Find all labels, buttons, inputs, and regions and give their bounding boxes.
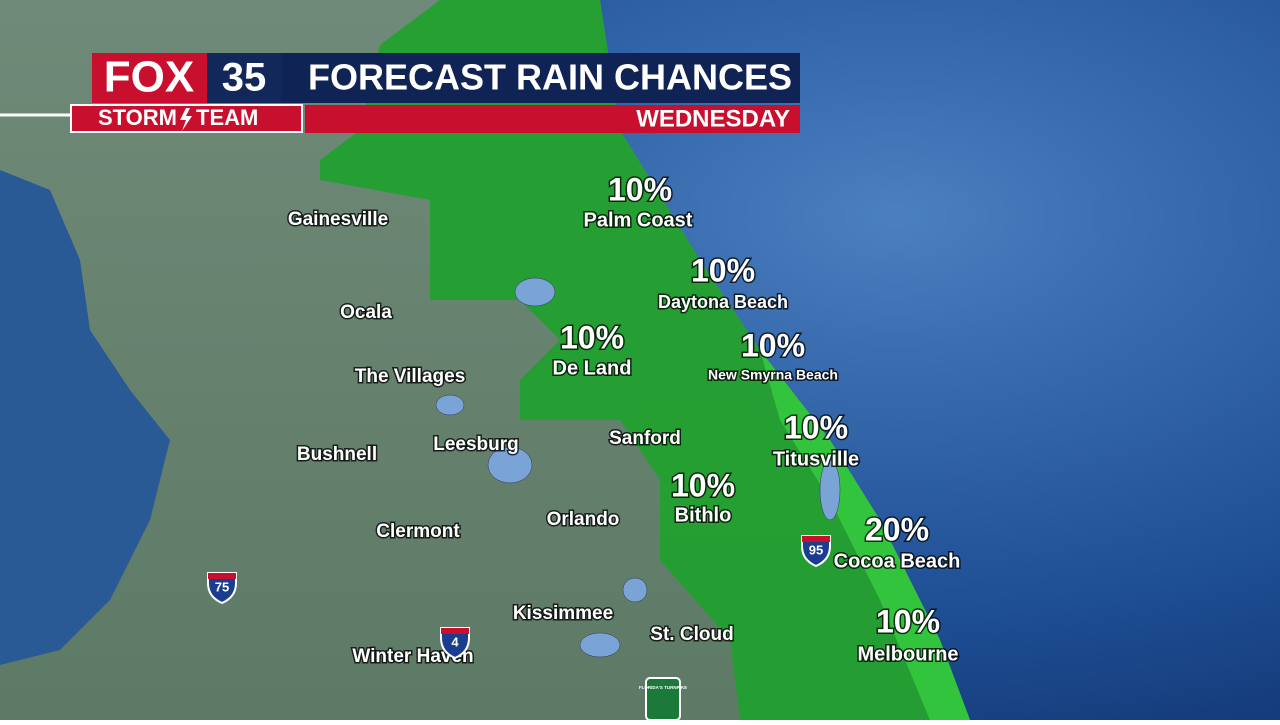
- interstate-shield: [207, 572, 237, 605]
- shield-top: [802, 536, 830, 542]
- day-bar: [305, 105, 800, 133]
- day: WEDNESDAY: [636, 105, 790, 132]
- forecast-city: Bithlo: [675, 504, 732, 526]
- city-label: St. Cloud: [650, 624, 733, 645]
- shield-number: 95: [809, 542, 823, 557]
- rain-chance: 10%: [691, 252, 755, 288]
- city-label: Clermont: [376, 521, 460, 542]
- shield-number: 75: [215, 579, 229, 594]
- logo-box: [92, 53, 207, 103]
- rain-chance: 10%: [784, 409, 848, 445]
- city-label: Gainesville: [288, 209, 388, 230]
- city-label: Ocala: [340, 302, 392, 323]
- forecast-city: Palm Coast: [584, 209, 693, 231]
- forecast-city: Cocoa Beach: [834, 550, 961, 572]
- forecast-city: Titusville: [773, 448, 859, 470]
- lakes: [435, 277, 841, 658]
- rain-chance: 20%: [865, 511, 929, 547]
- channel-box: [207, 53, 282, 103]
- city-label: Leesburg: [433, 434, 519, 455]
- rain-chance: 10%: [671, 467, 735, 503]
- turnpike-label: FLORIDA'S TURNPIKE: [639, 685, 687, 690]
- team-left: STORM: [98, 105, 177, 130]
- channel: 35: [222, 56, 267, 100]
- team-right: TEAM: [196, 105, 258, 130]
- bolt-icon: [180, 108, 192, 131]
- rain-chance: 10%: [876, 603, 940, 639]
- city-label: Kissimmee: [513, 603, 613, 624]
- title-bar: [282, 53, 800, 103]
- shield-top: [441, 628, 469, 634]
- forecast-city: Melbourne: [857, 643, 958, 665]
- forecast-city: De Land: [553, 357, 632, 379]
- city-label: Sanford: [609, 428, 681, 449]
- rain-chance: 10%: [608, 171, 672, 207]
- gulf: [0, 170, 170, 665]
- forecast-city: Daytona Beach: [658, 292, 788, 312]
- title: FORECAST RAIN CHANCES: [308, 57, 792, 98]
- shield-number: 4: [451, 634, 459, 649]
- city-label: The Villages: [355, 366, 466, 387]
- rain-area-light: [760, 350, 970, 720]
- rain-chance: 10%: [560, 319, 624, 355]
- interstate-shield: [801, 535, 831, 568]
- shield-top: [208, 573, 236, 579]
- interstate-shield: [440, 627, 470, 660]
- forecast-city: New Smyrna Beach: [708, 367, 838, 383]
- city-label: Orlando: [547, 509, 620, 530]
- logo: FOX: [104, 53, 194, 102]
- city-label: Bushnell: [297, 444, 377, 465]
- rain-chance: 10%: [741, 327, 805, 363]
